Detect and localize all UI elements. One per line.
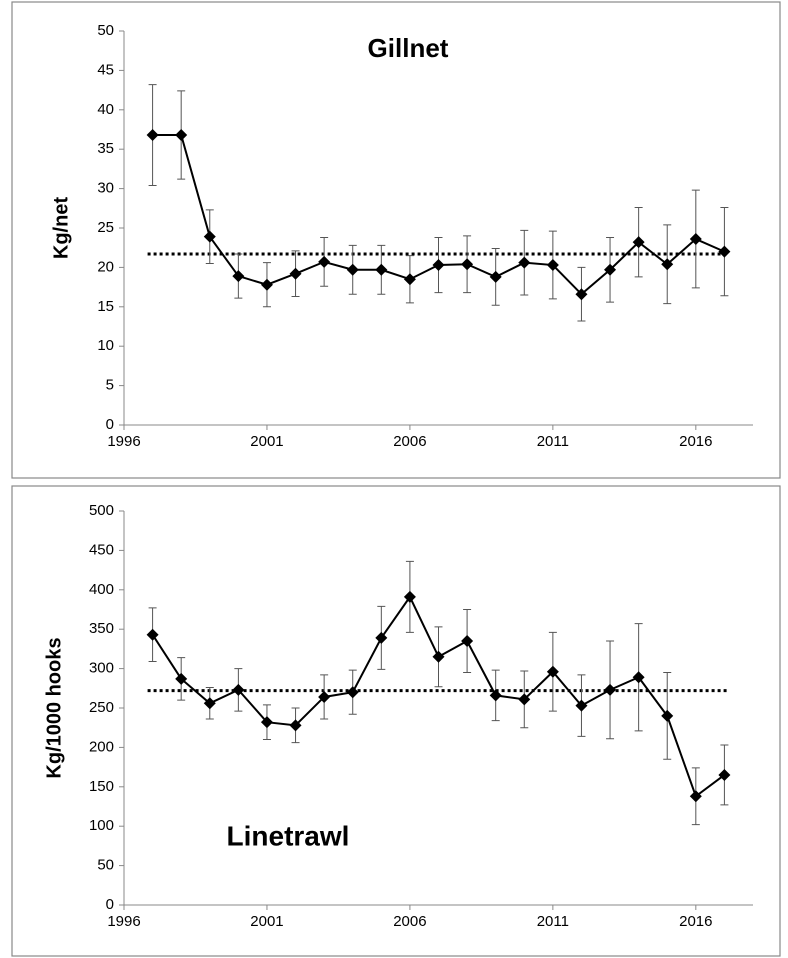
marker	[489, 689, 502, 702]
y-axis-label: Kg/net	[50, 197, 72, 260]
marker	[661, 258, 674, 271]
x-tick-label: 2016	[679, 433, 712, 450]
x-tick-label: 2016	[679, 913, 712, 930]
marker	[175, 129, 188, 142]
marker	[260, 278, 273, 291]
marker	[689, 790, 702, 803]
x-tick-label: 1996	[107, 913, 140, 930]
y-tick-label: 0	[106, 896, 114, 913]
marker	[461, 258, 474, 271]
marker	[375, 263, 388, 276]
y-tick-label: 15	[97, 298, 114, 315]
marker	[375, 631, 388, 644]
x-tick-label: 2006	[393, 913, 426, 930]
chart-title: Linetrawl	[227, 820, 350, 851]
y-tick-label: 25	[97, 219, 114, 236]
y-tick-label: 20	[97, 258, 114, 275]
y-tick-label: 45	[97, 61, 114, 78]
y-tick-label: 30	[97, 180, 114, 197]
marker	[632, 671, 645, 684]
marker	[604, 263, 617, 276]
marker	[432, 259, 445, 272]
y-tick-label: 250	[89, 699, 114, 716]
marker	[203, 230, 216, 243]
marker	[289, 719, 302, 732]
y-tick-label: 10	[97, 337, 114, 354]
y-tick-label: 400	[89, 581, 114, 598]
x-tick-label: 2001	[250, 913, 283, 930]
marker	[203, 697, 216, 710]
marker	[318, 690, 331, 703]
y-tick-label: 5	[106, 377, 114, 394]
marker	[403, 273, 416, 286]
marker	[232, 683, 245, 696]
y-tick-label: 50	[97, 22, 114, 39]
y-tick-label: 40	[97, 101, 114, 118]
x-tick-label: 2001	[250, 433, 283, 450]
marker	[461, 635, 474, 648]
marker	[546, 665, 559, 678]
marker	[604, 683, 617, 696]
marker	[146, 129, 159, 142]
marker	[575, 699, 588, 712]
marker	[632, 236, 645, 249]
chart-title: Gillnet	[368, 33, 449, 63]
marker	[403, 590, 416, 603]
y-tick-label: 350	[89, 620, 114, 637]
marker	[260, 716, 273, 729]
y-tick-label: 200	[89, 738, 114, 755]
marker	[346, 263, 359, 276]
marker	[318, 255, 331, 268]
marker	[575, 288, 588, 301]
y-tick-label: 0	[106, 416, 114, 433]
marker	[289, 267, 302, 280]
x-tick-label: 1996	[107, 433, 140, 450]
y-tick-label: 50	[97, 857, 114, 874]
marker	[689, 233, 702, 246]
panel-frame	[11, 1, 781, 479]
y-tick-label: 150	[89, 778, 114, 795]
marker	[546, 259, 559, 272]
marker	[346, 686, 359, 699]
marker	[432, 650, 445, 663]
y-tick-label: 300	[89, 660, 114, 677]
panel-frame	[11, 485, 781, 957]
marker	[661, 709, 674, 722]
x-tick-label: 2006	[393, 433, 426, 450]
marker	[718, 768, 731, 781]
marker	[518, 256, 531, 269]
y-tick-label: 100	[89, 817, 114, 834]
marker	[146, 628, 159, 641]
marker	[518, 693, 531, 706]
marker	[718, 245, 731, 258]
marker	[489, 270, 502, 283]
marker	[175, 672, 188, 685]
y-tick-label: 35	[97, 140, 114, 157]
marker	[232, 270, 245, 283]
y-tick-label: 500	[89, 502, 114, 519]
x-tick-label: 2011	[537, 913, 569, 930]
y-tick-label: 450	[89, 541, 114, 558]
y-axis-label: Kg/1000 hooks	[43, 637, 65, 778]
x-tick-label: 2011	[537, 433, 569, 450]
